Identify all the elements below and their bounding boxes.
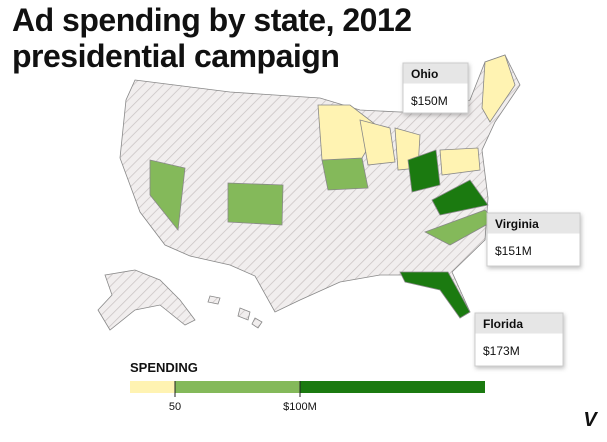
legend-tick-label: $100M <box>283 401 317 413</box>
callout-value: $150M <box>411 94 448 108</box>
callout-value: $151M <box>495 244 532 258</box>
callout-value: $173M <box>483 344 520 358</box>
us-map <box>97 54 521 331</box>
callout: Florida $173M <box>474 312 564 367</box>
callout-name: Ohio <box>411 67 438 81</box>
callout-header <box>403 63 468 84</box>
callout-header <box>475 313 563 334</box>
legend-swatch <box>175 381 300 393</box>
callout-header <box>487 213 580 234</box>
legend-swatch <box>300 381 485 393</box>
callout-name: Florida <box>483 317 523 331</box>
callout-name: Virginia <box>495 217 539 231</box>
callout: Ohio $150M <box>402 62 469 114</box>
logo: V <box>583 409 598 431</box>
legend-tick-label: 50 <box>169 401 181 413</box>
legend-title: SPENDING <box>130 360 198 375</box>
legend-swatch <box>130 381 175 393</box>
title: Ad spending by state, 2012 presidential … <box>12 2 412 74</box>
callout: Virginia $151M <box>486 212 581 267</box>
